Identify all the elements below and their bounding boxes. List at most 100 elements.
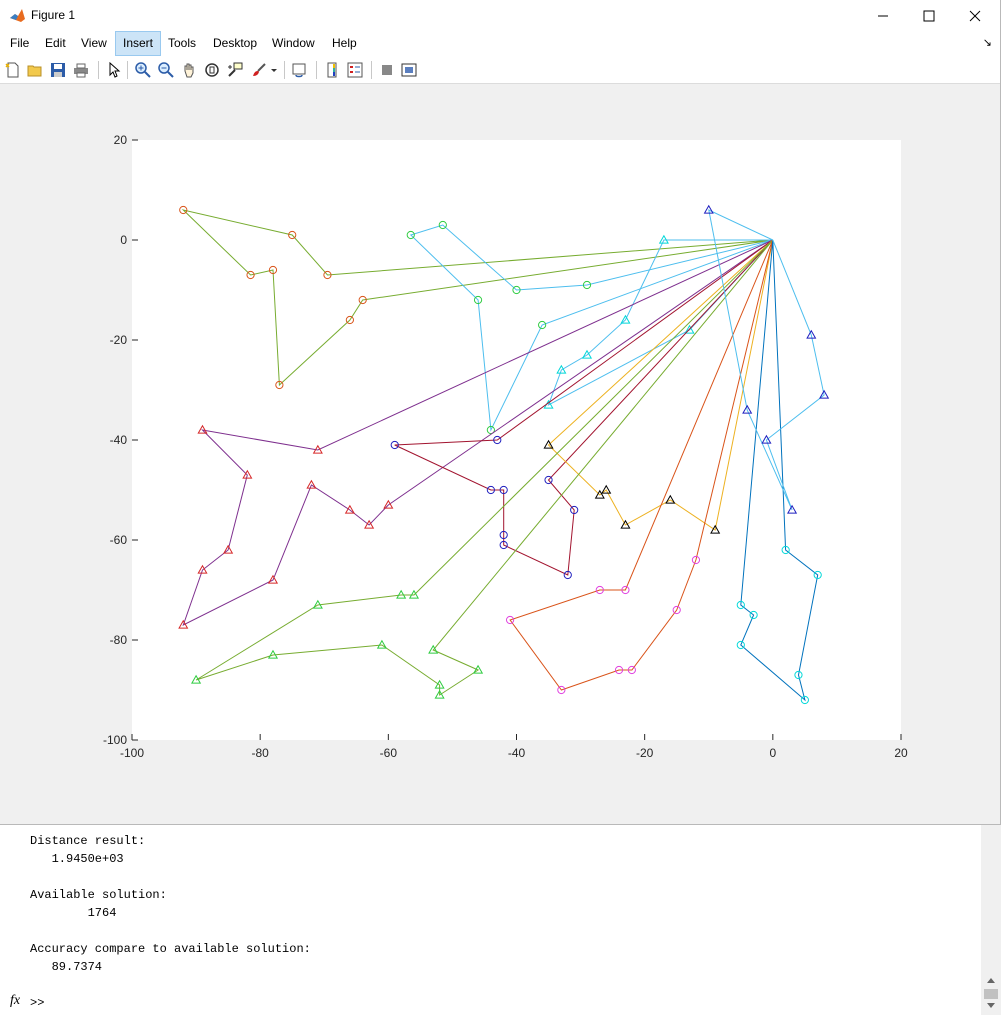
close-button[interactable] — [952, 0, 998, 31]
y-tick-label: 0 — [120, 233, 127, 247]
route-line-4 — [182, 239, 774, 627]
customer-marker — [358, 295, 367, 305]
close-icon — [969, 10, 981, 21]
menu-window[interactable]: Window — [272, 36, 315, 50]
customer-marker — [570, 505, 579, 515]
route-plot[interactable]: -100 -80 -60 -40 -20 0 20 20 0 -20 -40 -60 -80 -100 — [2, 84, 1000, 824]
print-icon[interactable] — [71, 60, 91, 80]
customer-marker — [543, 439, 554, 449]
command-prompt[interactable]: >> — [30, 996, 45, 1010]
customer-marker — [275, 380, 284, 390]
window-title: Figure 1 — [31, 8, 76, 22]
customer-marker — [710, 524, 721, 534]
customer-marker — [672, 605, 681, 615]
customer-marker — [428, 644, 439, 654]
customer-marker — [473, 295, 483, 305]
console-line: Distance result: — [30, 834, 146, 848]
customer-marker — [581, 349, 593, 359]
customer-marker — [493, 435, 502, 445]
menu-edit[interactable]: Edit — [45, 36, 66, 50]
route-line-5 — [394, 239, 774, 576]
figure-window: Figure 1 File Edit View Insert Tools Des… — [0, 0, 1001, 825]
menu-tools[interactable]: Tools — [168, 36, 197, 50]
minimize-button[interactable] — [860, 0, 906, 31]
figure-canvas[interactable]: -100 -80 -60 -40 -20 0 20 20 0 -20 -40 -60 -80 -100 — [2, 84, 1000, 824]
menu-file[interactable]: File — [10, 36, 30, 50]
menu-desktop[interactable]: Desktop — [213, 36, 258, 50]
save-icon[interactable] — [48, 60, 68, 80]
brush-icon[interactable] — [249, 60, 269, 80]
toolbar-separator — [371, 61, 372, 79]
command-window-gutter — [0, 825, 25, 1015]
matlab-logo-icon — [10, 9, 25, 22]
customer-marker — [323, 270, 332, 280]
customer-marker — [794, 670, 803, 680]
insert-legend-icon[interactable] — [345, 60, 365, 80]
customer-marker — [472, 664, 484, 674]
customer-marker — [614, 665, 624, 675]
show-plot-tools-icon[interactable] — [399, 60, 419, 80]
x-tick-label: -60 — [380, 746, 398, 760]
customer-marker — [191, 674, 202, 684]
edit-plot-icon[interactable] — [104, 60, 124, 80]
x-tick-label: -80 — [251, 746, 269, 760]
customer-marker — [179, 205, 188, 215]
customer-marker — [544, 475, 553, 485]
y-tick-label: -20 — [110, 333, 128, 347]
customer-marker — [499, 485, 508, 495]
dock-arrow-icon[interactable]: ↘ — [982, 37, 992, 49]
customer-marker — [749, 610, 758, 620]
chevron-down-icon[interactable] — [269, 60, 279, 80]
fx-icon[interactable]: fx — [10, 993, 21, 1008]
customer-marker — [267, 649, 279, 659]
customer-marker — [396, 589, 407, 599]
customer-marker — [557, 685, 566, 695]
maximize-button[interactable] — [906, 0, 952, 31]
customer-marker — [505, 615, 515, 625]
customer-marker — [438, 220, 447, 230]
menu-help[interactable]: Help — [332, 36, 357, 50]
console-scrollbar[interactable] — [981, 825, 1001, 1015]
link-plot-icon[interactable] — [290, 60, 310, 80]
menu-insert[interactable]: Insert — [115, 31, 162, 56]
hide-plot-tools-icon[interactable] — [377, 60, 397, 80]
customer-marker — [819, 389, 830, 399]
customer-marker — [813, 570, 822, 580]
insert-colorbar-icon[interactable] — [322, 60, 342, 80]
customer-marker — [620, 314, 631, 324]
command-window[interactable]: Distance result: 1.9450e+03 Available so… — [24, 825, 981, 1015]
customer-marker — [306, 479, 317, 489]
title-bar[interactable]: Figure 1 — [0, 0, 1000, 31]
route-line-10 — [708, 209, 825, 511]
customer-marker — [620, 519, 631, 529]
toolbar-separator — [127, 61, 128, 79]
open-file-icon[interactable] — [25, 60, 45, 80]
customer-marker — [691, 555, 701, 565]
pan-icon[interactable] — [179, 60, 199, 80]
menu-bar: File Edit View Insert Tools Desktop Wind… — [0, 31, 1000, 57]
zoom-out-icon[interactable] — [156, 60, 176, 80]
zoom-in-icon[interactable] — [133, 60, 153, 80]
toolbar — [0, 57, 1000, 84]
customer-marker — [742, 404, 753, 414]
customer-marker — [383, 499, 394, 509]
customer-marker — [390, 440, 399, 450]
scroll-down-icon[interactable] — [987, 1003, 995, 1008]
customer-marker — [658, 234, 669, 244]
toolbar-separator — [98, 61, 99, 79]
new-figure-icon[interactable] — [3, 60, 23, 80]
x-tick-label: 20 — [894, 746, 908, 760]
x-tick-label: -20 — [636, 746, 654, 760]
data-cursor-icon[interactable] — [225, 60, 245, 80]
scroll-up-icon[interactable] — [987, 978, 995, 983]
customer-marker — [563, 570, 572, 580]
customer-marker — [288, 230, 297, 240]
customer-marker — [486, 425, 495, 435]
customer-marker — [800, 695, 809, 705]
scroll-thumb[interactable] — [984, 989, 998, 999]
maximize-icon — [923, 10, 935, 21]
x-tick-label: 0 — [769, 746, 776, 760]
rotate-3d-icon[interactable] — [202, 60, 222, 80]
customer-marker — [223, 544, 234, 554]
menu-view[interactable]: View — [81, 36, 107, 50]
